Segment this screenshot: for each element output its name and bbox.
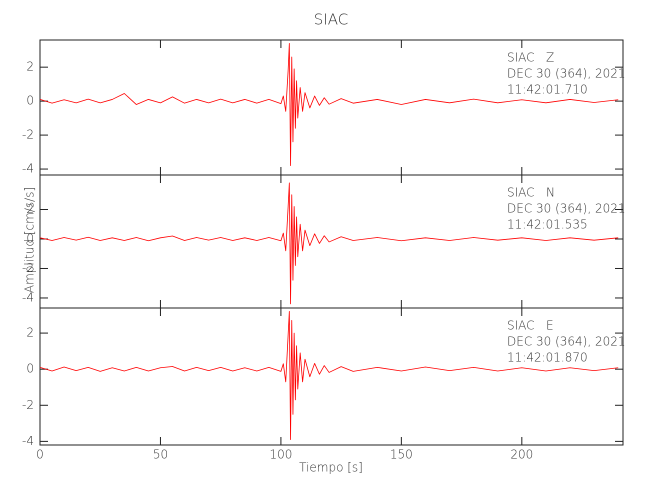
y-axis-label: Amplitud [cm/s/s] (23, 187, 37, 293)
x-tick-label: 50 (153, 448, 168, 462)
chart-title: SIAC (314, 11, 348, 29)
annotation: DEC 30 (364), 2021 (507, 67, 626, 81)
y-tick-label: -4 (22, 290, 34, 304)
waveform (39, 182, 619, 305)
annotation: 11:42:01.710 (507, 83, 588, 97)
y-tick-label: 2 (26, 326, 34, 340)
x-tick-label: 0 (36, 448, 44, 462)
x-tick-label: 100 (269, 448, 292, 462)
annotation: SIAC N (507, 186, 555, 200)
y-tick-label: -2 (22, 398, 34, 412)
annotation: SIAC E (507, 319, 554, 333)
y-tick-label: -2 (22, 128, 34, 142)
waveform (39, 43, 619, 167)
annotation: 11:42:01.870 (507, 351, 588, 365)
annotation: DEC 30 (364), 2021 (507, 335, 626, 349)
x-tick-label: 150 (390, 448, 413, 462)
annotation: SIAC Z (507, 51, 554, 65)
y-tick-label: 2 (26, 202, 34, 216)
y-tick-label: 0 (26, 362, 34, 376)
y-tick-label: -4 (22, 162, 34, 176)
waveform (39, 311, 619, 440)
y-tick-label: -2 (22, 261, 34, 275)
y-tick-label: 0 (26, 94, 34, 108)
x-tick-label: 200 (510, 448, 533, 462)
y-tick-label: -4 (22, 434, 34, 448)
annotation: DEC 30 (364), 2021 (507, 202, 626, 216)
annotation: 11:42:01.535 (507, 218, 588, 232)
y-tick-label: 0 (26, 231, 34, 245)
y-tick-label: 2 (26, 60, 34, 74)
panel-frame (39, 307, 624, 446)
x-axis-label: Tiempo [s] (299, 461, 363, 475)
